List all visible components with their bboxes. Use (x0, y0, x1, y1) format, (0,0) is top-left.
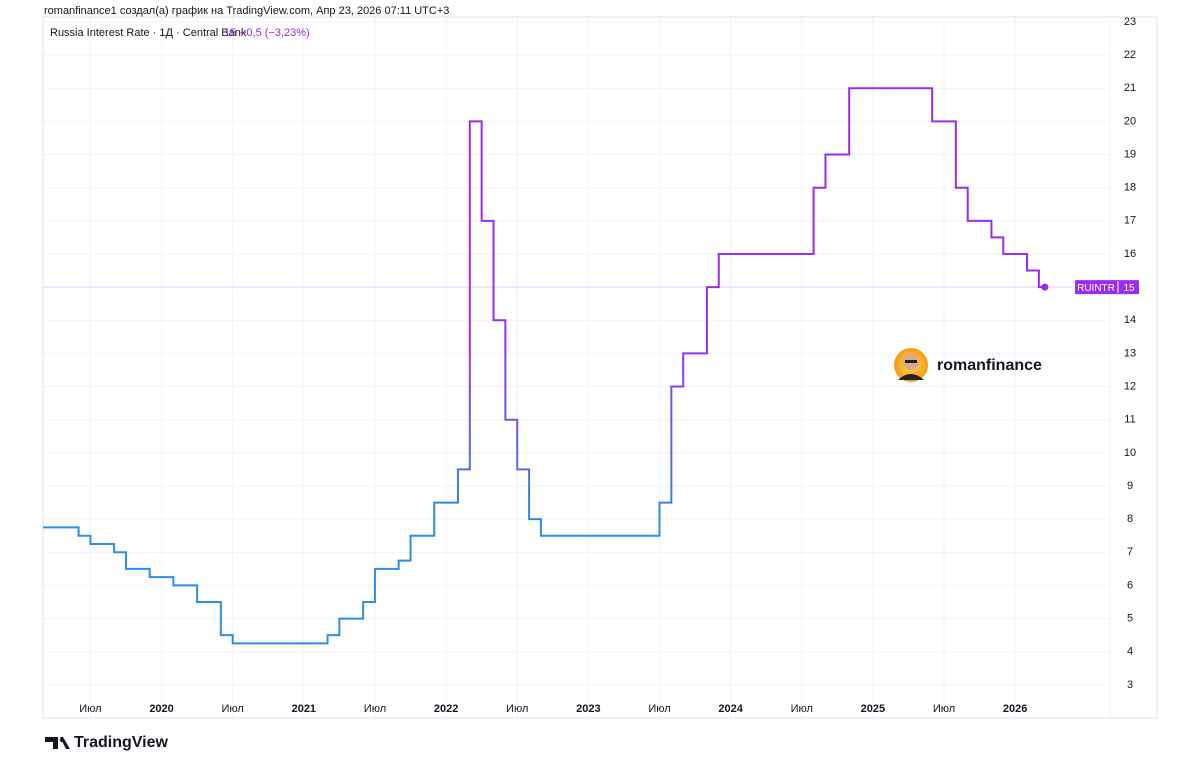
y-tick-label: 7 (1127, 546, 1133, 558)
last-point (1041, 283, 1049, 291)
x-tick-label: Июл (79, 703, 101, 715)
x-tick-label: Июл (364, 703, 386, 715)
x-tick-label: 2024 (718, 703, 743, 715)
watermark: romanfinance (894, 348, 1042, 382)
brand-text: TradingView (74, 734, 169, 751)
y-tick-label: 11 (1124, 414, 1135, 426)
y-tick-label: 19 (1124, 148, 1136, 160)
price-tag-value: 15 (1123, 283, 1135, 294)
series-line (43, 87, 1045, 645)
y-tick-label: 12 (1124, 380, 1136, 392)
x-tick-label: Июл (506, 703, 528, 715)
x-tick-label: Июл (222, 703, 244, 715)
y-tick-label: 6 (1127, 579, 1133, 591)
avatar-glasses (905, 360, 917, 363)
x-tick-label: 2025 (861, 703, 885, 715)
y-tick-label: 4 (1127, 646, 1133, 658)
x-tick-label: 2022 (434, 703, 458, 715)
y-tick-label: 20 (1124, 115, 1136, 127)
x-tick-label: 2026 (1003, 703, 1027, 715)
legend-change: −0,5 (−3,23%) (240, 27, 310, 39)
y-tick-label: 3 (1127, 679, 1133, 691)
attribution: romanfinance1 создал(а) график на Tradin… (44, 5, 449, 17)
y-tick-label: 23 (1124, 16, 1136, 28)
y-tick-label: 17 (1124, 215, 1136, 227)
x-tick-label: Июл (791, 703, 813, 715)
plot: RUINTR 15 (43, 87, 1139, 645)
y-tick-label: 21 (1124, 82, 1136, 94)
brand-logo (45, 737, 70, 749)
y-tick-label: 14 (1124, 314, 1136, 326)
brand-logo-dot (59, 737, 65, 743)
legend-value: 15 (224, 27, 236, 39)
y-tick-label: 16 (1124, 248, 1136, 260)
x-tick-label: 2020 (149, 703, 173, 715)
brand: TradingView (45, 734, 169, 751)
y-tick-label: 10 (1124, 447, 1136, 459)
price-tag-symbol: RUINTR (1077, 283, 1115, 294)
x-tick-label: Июл (933, 703, 955, 715)
avatar-body (898, 374, 924, 380)
x-tick-label: 2021 (292, 703, 316, 715)
legend-title: Russia Interest Rate · 1Д · Central Bank (50, 27, 247, 39)
x-tick-label: 2023 (576, 703, 600, 715)
pane-frame (42, 16, 1158, 719)
y-tick-label: 9 (1127, 480, 1133, 492)
price-tag (1075, 280, 1139, 295)
y-tick-label: 22 (1124, 49, 1136, 61)
y-tick-label: 5 (1127, 612, 1133, 624)
y-tick-label: 18 (1124, 182, 1136, 194)
y-tick-label: 8 (1127, 513, 1133, 525)
watermark-text: romanfinance (937, 357, 1042, 374)
y-tick-label: 13 (1124, 347, 1136, 359)
x-tick-label: Июл (648, 703, 670, 715)
